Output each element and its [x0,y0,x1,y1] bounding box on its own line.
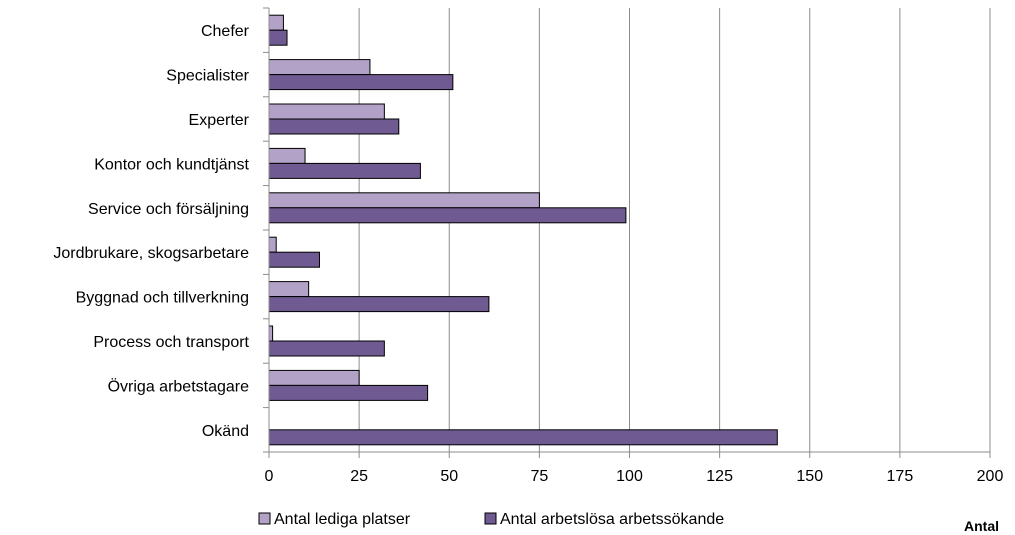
legend-label: Antal lediga platser [274,511,411,528]
category-label: Jordbrukare, skogsarbetare [53,245,249,262]
axes [263,7,991,458]
x-tick-label: 100 [616,468,643,485]
bar-arbetslosa-8 [268,384,429,401]
bar-arbetslosa-3 [268,162,421,179]
category-label: Okänd [202,423,249,440]
bar-arbetslosa-0 [268,29,288,46]
legend: Antal lediga platser Antal arbetslösa arb… [258,511,724,528]
bar-arbetslosa-2 [268,118,400,135]
category-label: Process och transport [93,334,249,351]
category-labels: Chefer Specialister Experter Kontor och kun… [53,23,249,440]
bar-lediga-platser-0 [268,14,284,31]
x-tick-label: 25 [350,468,368,485]
bar-arbetslosa-4 [268,207,627,224]
legend-swatch [484,512,497,525]
bar-lediga-platser-6 [268,281,310,298]
bar-arbetslosa-5 [268,251,320,268]
category-label: Byggnad och tillverkning [76,290,249,307]
bar-lediga-platser-3 [268,147,306,164]
x-tick-label: 125 [706,468,733,485]
category-label: Specialister [166,68,249,85]
bar-arbetslosa-7 [268,340,385,357]
bar-arbetslosa-1 [268,74,454,91]
category-label: Kontor och kundtjänst [94,156,249,173]
legend-swatch [258,512,271,525]
x-tick-label: 200 [977,468,1004,485]
category-label: Experter [189,112,250,129]
bar-lediga-platser-2 [268,103,385,120]
bar-lediga-platser-4 [268,192,540,209]
x-tick-label: 150 [796,468,823,485]
bar-lediga-platser-5 [268,236,277,253]
bar-lediga-platser-1 [268,59,371,76]
category-label: Chefer [201,23,250,40]
category-label: Övriga arbetstagare [108,377,250,395]
gridlines [358,8,991,452]
x-tick-label: 175 [887,468,914,485]
category-label: Service och försäljning [88,201,249,218]
bar-arbetslosa-6 [268,296,490,313]
x-tick-label: 75 [530,468,548,485]
legend-label: Antal arbetslösa arbetssökande [500,511,724,528]
bar-lediga-platser-8 [268,369,360,386]
x-tick-label: 50 [440,468,458,485]
x-tick-labels: 0 25 50 75 100 125 150 175 200 [265,468,1004,485]
x-axis-title: Antal [964,518,999,534]
x-tick-label: 0 [265,468,274,485]
bar-lediga-platser-7 [268,325,274,342]
bar-arbetslosa-9 [268,429,778,446]
bars [268,14,778,446]
